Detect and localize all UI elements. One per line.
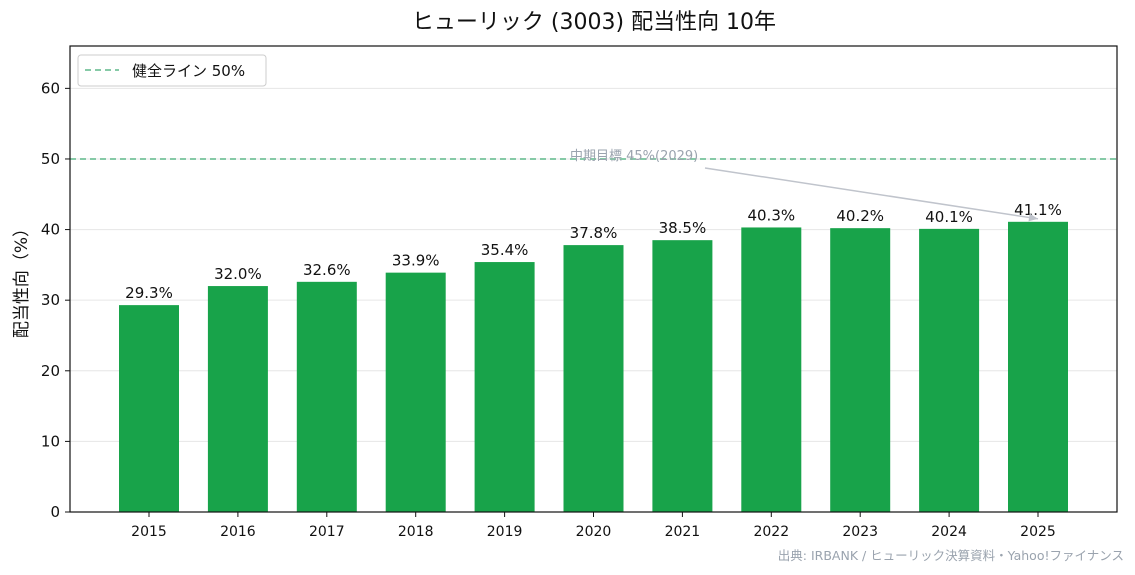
x-tick-label: 2018 [398,524,434,540]
bar [1008,221,1068,513]
annotation-arrow [704,167,1039,220]
x-tick-label: 2024 [931,524,967,540]
x-tick-label: 2016 [220,524,256,540]
bar [741,227,802,512]
x-tick-label: 2020 [576,524,612,540]
x-tick-label: 2015 [131,524,167,540]
y-tick-label: 10 [41,432,60,450]
data-label: 35.4% [481,241,529,259]
y-axis: 0 10 20 30 40 50 60 [41,79,70,521]
legend-box [77,54,267,87]
source-note: 出典: IRBANK / ヒューリック決算資料・Yahoo!ファイナンス [778,548,1124,563]
x-axis: 2015 2016 2017 2018 2019 2020 2021 2022 2023 2024… [131,512,1056,540]
bar [296,281,357,512]
bar [652,240,713,512]
data-label: 38.5% [659,219,707,237]
x-tick-label: 2023 [842,524,878,540]
bar [830,228,891,512]
data-label: 40.2% [836,207,884,225]
data-label: 33.9% [392,252,440,270]
chart-title: ヒューリック (3003) 配当性向 10年 [412,10,776,35]
bar [474,262,535,512]
x-tick-label: 2021 [665,524,701,540]
bar [207,286,268,512]
data-label: 29.3% [125,284,173,302]
annotation-layer: 中期目標 45%(2029) [570,149,1039,222]
legend-label: 健全ライン 50% [132,62,245,80]
x-tick-label: 2025 [1020,524,1056,540]
data-label: 32.0% [214,265,262,283]
bar [919,228,980,512]
data-label: 41.1% [1014,201,1062,219]
y-tick-label: 40 [41,221,60,239]
y-tick-label: 0 [50,503,60,521]
x-tick-label: 2022 [753,524,789,540]
annotation-arrowhead [1028,213,1038,222]
y-tick-label: 20 [41,362,60,380]
annotation-text: 中期目標 45%(2029) [570,149,698,164]
y-tick-label: 50 [41,150,60,168]
x-tick-label: 2017 [309,524,345,540]
bar [563,245,624,513]
y-tick-label: 30 [41,291,60,309]
data-label: 40.1% [925,208,973,226]
bar [385,272,446,512]
y-axis-label: 配当性向（%） [12,220,32,338]
data-label: 32.6% [303,261,351,279]
y-tick-label: 60 [41,79,60,97]
data-labels-layer: 29.3% 32.0% 32.6% 33.9% 35.4% 37.8% 38.5% 40.3%… [125,201,1062,302]
bar [119,305,179,512]
bars-layer [119,221,1068,513]
data-label: 40.3% [747,206,795,224]
x-tick-label: 2019 [487,524,523,540]
legend: 健全ライン 50% [77,54,267,87]
data-label: 37.8% [570,224,618,242]
